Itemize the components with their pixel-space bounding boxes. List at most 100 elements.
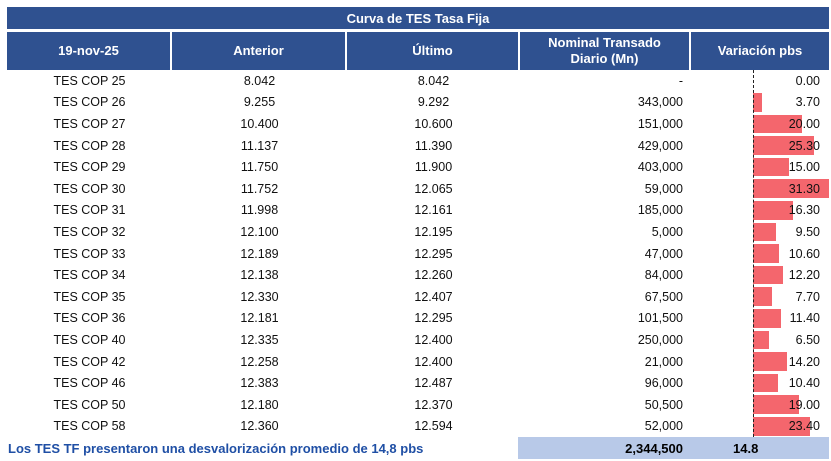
anterior-value: 12.330 [240,289,279,304]
anterior-value: 12.180 [240,397,279,412]
variacion-value: 10.40 [788,376,820,391]
header-anterior: Anterior [172,32,347,70]
variacion-bar-area [753,352,829,371]
variacion-bar [753,179,829,199]
bond-name: TES COP 34 [53,268,126,283]
variacion-bar [753,244,779,263]
bond-name: TES COP 30 [53,181,126,196]
nominal-value: 5,000 [651,224,683,239]
table-row: TES COP 46 12.383 12.487 96,000 10.40 [7,372,829,394]
variacion-cell: 10.40 [691,372,829,394]
table-row: TES COP 40 12.335 12.400 250,000 6.50 [7,329,829,351]
variacion-bar [753,417,810,436]
ultimo-value: 12.295 [414,246,453,261]
variacion-bar [753,330,769,350]
nominal-value: 84,000 [644,268,683,283]
variacion-bar [753,373,779,393]
nominal-value: 250,000 [637,332,683,347]
variacion-bar-area [753,157,829,177]
table-row: TES COP 25 8.042 8.042 - 0.00 [7,70,829,92]
header-nominal: Nominal Transado Diario (Mn) [520,32,691,70]
variacion-cell: 25.30 [691,135,829,157]
variacion-value: 16.30 [788,203,820,218]
table-row: TES COP 50 12.180 12.370 50,500 19.00 [7,394,829,416]
bond-name: TES COP 40 [53,332,126,347]
bond-name: TES COP 25 [53,73,126,88]
anterior-value: 12.138 [240,268,279,283]
anterior-value: 12.360 [240,419,279,434]
variacion-cell: 6.50 [691,329,829,351]
nominal-value: 429,000 [637,138,683,153]
nominal-value: 47,000 [644,246,683,261]
variacion-bar-area [753,395,829,414]
anterior-value: 12.100 [240,224,279,239]
ultimo-value: 11.390 [414,138,453,153]
variacion-value: 20.00 [788,116,820,131]
variacion-bar-area [753,93,829,112]
anterior-value: 11.750 [240,160,279,175]
bond-name: TES COP 32 [53,224,126,239]
variacion-cell: 9.50 [691,221,829,243]
nominal-value: 59,000 [644,181,683,196]
nominal-value: 67,500 [644,289,683,304]
variacion-bar [753,352,788,371]
nominal-value: 50,500 [644,397,683,412]
ultimo-value: 12.065 [414,181,453,196]
ultimo-value: 12.487 [414,376,453,391]
variacion-value: 23.40 [788,419,820,434]
variacion-bar [753,136,815,155]
nominal-value: 185,000 [637,203,683,218]
variacion-cell: 19.00 [691,394,829,416]
ultimo-value: 12.400 [414,332,453,347]
variacion-bar [753,265,783,285]
variacion-bar [753,222,777,242]
header-variacion: Variación pbs [717,42,803,58]
nominal-value: 101,500 [637,311,683,326]
variacion-bar-area [753,287,829,307]
nominal-value: 151,000 [637,116,683,131]
variacion-cell: 0.00 [691,70,829,92]
anterior-value: 12.181 [240,311,279,326]
anterior-value: 8.042 [243,73,276,88]
table-row: TES COP 30 11.752 12.065 59,000 31.30 [7,178,829,200]
variacion-bar-area [753,330,829,350]
variacion-average: 14.8 [733,440,759,456]
ultimo-value: 12.407 [414,289,453,304]
anterior-value: 9.255 [243,95,276,110]
bond-name: TES COP 31 [53,203,126,218]
bond-name: TES COP 33 [53,246,126,261]
anterior-value: 11.137 [240,138,279,153]
bond-name: TES COP 35 [53,289,126,304]
anterior-value: 12.258 [240,354,279,369]
variacion-cell: 23.40 [691,416,829,438]
variacion-value: 15.00 [788,160,820,175]
variacion-value: 9.50 [795,224,820,239]
ultimo-value: 12.295 [414,311,453,326]
table-body: TES COP 25 8.042 8.042 - 0.00 TES COP 26… [7,70,829,437]
table-row: TES COP 35 12.330 12.407 67,500 7.70 [7,286,829,308]
anterior-value: 11.752 [240,181,279,196]
variacion-bar [753,309,781,328]
ultimo-value: 12.400 [414,354,453,369]
variacion-cell: 3.70 [691,92,829,114]
nominal-value: - [678,73,683,88]
ultimo-value: 12.161 [414,203,453,218]
table-row: TES COP 26 9.255 9.292 343,000 3.70 [7,92,829,114]
ultimo-value: 12.195 [414,224,453,239]
variacion-bar-area [753,244,829,263]
table-row: TES COP 36 12.181 12.295 101,500 11.40 [7,308,829,330]
bond-name: TES COP 42 [53,354,126,369]
summary-note: Los TES TF presentaron una desvalorizaci… [8,440,424,456]
variacion-cell: 12.20 [691,264,829,286]
variacion-bar [753,157,790,177]
table-header-row: 19-nov-25 Anterior Último Nominal Transa… [7,32,829,70]
variacion-value: 19.00 [788,397,820,412]
nominal-total: 2,344,500 [625,440,683,456]
table-row: TES COP 32 12.100 12.195 5,000 9.50 [7,221,829,243]
variacion-value: 7.70 [795,289,820,304]
variacion-cell: 20.00 [691,113,829,135]
anterior-value: 12.383 [240,376,279,391]
table-row: TES COP 33 12.189 12.295 47,000 10.60 [7,243,829,265]
variacion-value: 25.30 [788,138,820,153]
